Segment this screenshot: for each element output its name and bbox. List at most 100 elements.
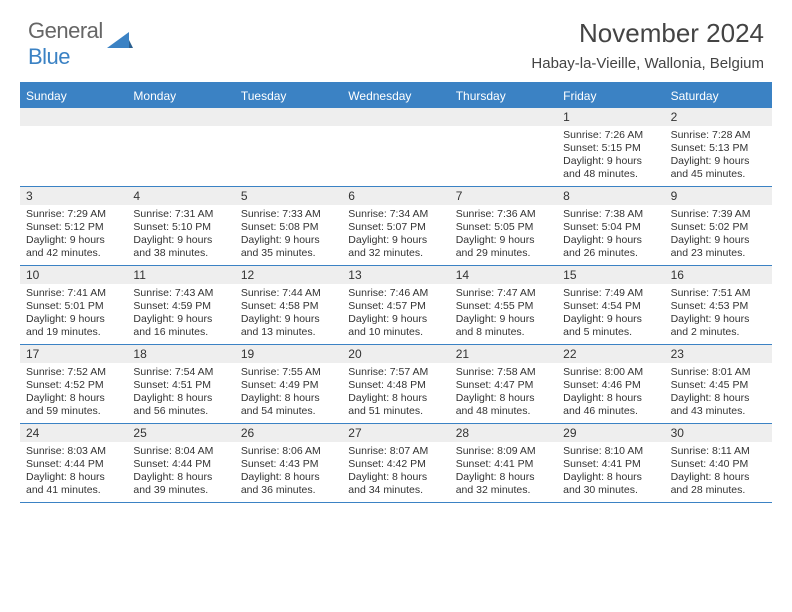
day-number: 11 bbox=[127, 266, 234, 284]
location: Habay-la-Vieille, Wallonia, Belgium bbox=[531, 55, 764, 72]
day-detail: Sunrise: 7:31 AMSunset: 5:10 PMDaylight:… bbox=[127, 205, 234, 265]
day-cell: 18Sunrise: 7:54 AMSunset: 4:51 PMDayligh… bbox=[127, 345, 234, 423]
day-detail: Sunrise: 8:00 AMSunset: 4:46 PMDaylight:… bbox=[557, 363, 664, 423]
weekday-header-cell: Saturday bbox=[665, 84, 772, 108]
day-cell: 3Sunrise: 7:29 AMSunset: 5:12 PMDaylight… bbox=[20, 187, 127, 265]
day-number: 17 bbox=[20, 345, 127, 363]
weekday-header-row: SundayMondayTuesdayWednesdayThursdayFrid… bbox=[20, 84, 772, 108]
day-cell: 28Sunrise: 8:09 AMSunset: 4:41 PMDayligh… bbox=[450, 424, 557, 502]
day-detail: Sunrise: 8:01 AMSunset: 4:45 PMDaylight:… bbox=[665, 363, 772, 423]
week-row: 17Sunrise: 7:52 AMSunset: 4:52 PMDayligh… bbox=[20, 345, 772, 424]
day-number: 24 bbox=[20, 424, 127, 442]
day-detail: Sunrise: 7:29 AMSunset: 5:12 PMDaylight:… bbox=[20, 205, 127, 265]
weekday-header-cell: Friday bbox=[557, 84, 664, 108]
day-cell bbox=[127, 108, 234, 186]
logo-text-blue: Blue bbox=[28, 44, 70, 69]
day-number: 19 bbox=[235, 345, 342, 363]
day-detail: Sunrise: 8:03 AMSunset: 4:44 PMDaylight:… bbox=[20, 442, 127, 502]
day-number: 22 bbox=[557, 345, 664, 363]
title-block: November 2024 Habay-la-Vieille, Wallonia… bbox=[531, 18, 764, 72]
empty-day-number bbox=[127, 108, 234, 126]
day-cell: 12Sunrise: 7:44 AMSunset: 4:58 PMDayligh… bbox=[235, 266, 342, 344]
day-cell: 2Sunrise: 7:28 AMSunset: 5:13 PMDaylight… bbox=[665, 108, 772, 186]
day-detail: Sunrise: 8:09 AMSunset: 4:41 PMDaylight:… bbox=[450, 442, 557, 502]
day-number: 9 bbox=[665, 187, 772, 205]
day-cell: 26Sunrise: 8:06 AMSunset: 4:43 PMDayligh… bbox=[235, 424, 342, 502]
day-number: 25 bbox=[127, 424, 234, 442]
day-detail: Sunrise: 8:04 AMSunset: 4:44 PMDaylight:… bbox=[127, 442, 234, 502]
day-detail: Sunrise: 7:28 AMSunset: 5:13 PMDaylight:… bbox=[665, 126, 772, 186]
day-cell: 15Sunrise: 7:49 AMSunset: 4:54 PMDayligh… bbox=[557, 266, 664, 344]
day-number: 16 bbox=[665, 266, 772, 284]
day-detail: Sunrise: 7:34 AMSunset: 5:07 PMDaylight:… bbox=[342, 205, 449, 265]
day-detail: Sunrise: 7:44 AMSunset: 4:58 PMDaylight:… bbox=[235, 284, 342, 344]
weekday-header-cell: Wednesday bbox=[342, 84, 449, 108]
empty-day-number bbox=[20, 108, 127, 126]
day-cell: 11Sunrise: 7:43 AMSunset: 4:59 PMDayligh… bbox=[127, 266, 234, 344]
day-detail: Sunrise: 7:26 AMSunset: 5:15 PMDaylight:… bbox=[557, 126, 664, 186]
day-cell: 16Sunrise: 7:51 AMSunset: 4:53 PMDayligh… bbox=[665, 266, 772, 344]
day-detail: Sunrise: 7:52 AMSunset: 4:52 PMDaylight:… bbox=[20, 363, 127, 423]
day-cell: 23Sunrise: 8:01 AMSunset: 4:45 PMDayligh… bbox=[665, 345, 772, 423]
day-cell bbox=[20, 108, 127, 186]
day-cell bbox=[342, 108, 449, 186]
weekday-header-cell: Thursday bbox=[450, 84, 557, 108]
day-number: 26 bbox=[235, 424, 342, 442]
day-number: 13 bbox=[342, 266, 449, 284]
day-detail: Sunrise: 7:47 AMSunset: 4:55 PMDaylight:… bbox=[450, 284, 557, 344]
day-cell: 29Sunrise: 8:10 AMSunset: 4:41 PMDayligh… bbox=[557, 424, 664, 502]
day-cell: 7Sunrise: 7:36 AMSunset: 5:05 PMDaylight… bbox=[450, 187, 557, 265]
day-detail: Sunrise: 7:41 AMSunset: 5:01 PMDaylight:… bbox=[20, 284, 127, 344]
logo: General Blue bbox=[28, 18, 133, 70]
day-cell: 27Sunrise: 8:07 AMSunset: 4:42 PMDayligh… bbox=[342, 424, 449, 502]
empty-day-number bbox=[342, 108, 449, 126]
day-cell: 14Sunrise: 7:47 AMSunset: 4:55 PMDayligh… bbox=[450, 266, 557, 344]
header: General Blue November 2024 Habay-la-Viei… bbox=[0, 0, 792, 72]
day-number: 8 bbox=[557, 187, 664, 205]
day-cell: 17Sunrise: 7:52 AMSunset: 4:52 PMDayligh… bbox=[20, 345, 127, 423]
day-detail: Sunrise: 8:11 AMSunset: 4:40 PMDaylight:… bbox=[665, 442, 772, 502]
day-detail: Sunrise: 7:55 AMSunset: 4:49 PMDaylight:… bbox=[235, 363, 342, 423]
day-cell: 8Sunrise: 7:38 AMSunset: 5:04 PMDaylight… bbox=[557, 187, 664, 265]
day-number: 28 bbox=[450, 424, 557, 442]
day-cell: 9Sunrise: 7:39 AMSunset: 5:02 PMDaylight… bbox=[665, 187, 772, 265]
day-detail: Sunrise: 7:36 AMSunset: 5:05 PMDaylight:… bbox=[450, 205, 557, 265]
day-number: 20 bbox=[342, 345, 449, 363]
day-number: 4 bbox=[127, 187, 234, 205]
week-row: 24Sunrise: 8:03 AMSunset: 4:44 PMDayligh… bbox=[20, 424, 772, 503]
day-cell: 10Sunrise: 7:41 AMSunset: 5:01 PMDayligh… bbox=[20, 266, 127, 344]
day-detail: Sunrise: 7:39 AMSunset: 5:02 PMDaylight:… bbox=[665, 205, 772, 265]
day-detail: Sunrise: 7:38 AMSunset: 5:04 PMDaylight:… bbox=[557, 205, 664, 265]
empty-day-number bbox=[235, 108, 342, 126]
calendar: SundayMondayTuesdayWednesdayThursdayFrid… bbox=[20, 82, 772, 503]
day-cell: 5Sunrise: 7:33 AMSunset: 5:08 PMDaylight… bbox=[235, 187, 342, 265]
day-detail: Sunrise: 7:43 AMSunset: 4:59 PMDaylight:… bbox=[127, 284, 234, 344]
day-cell: 13Sunrise: 7:46 AMSunset: 4:57 PMDayligh… bbox=[342, 266, 449, 344]
weekday-header-cell: Monday bbox=[127, 84, 234, 108]
day-cell: 21Sunrise: 7:58 AMSunset: 4:47 PMDayligh… bbox=[450, 345, 557, 423]
day-cell: 1Sunrise: 7:26 AMSunset: 5:15 PMDaylight… bbox=[557, 108, 664, 186]
day-detail: Sunrise: 7:49 AMSunset: 4:54 PMDaylight:… bbox=[557, 284, 664, 344]
day-detail: Sunrise: 7:46 AMSunset: 4:57 PMDaylight:… bbox=[342, 284, 449, 344]
logo-triangle-icon bbox=[107, 30, 133, 50]
day-detail: Sunrise: 7:58 AMSunset: 4:47 PMDaylight:… bbox=[450, 363, 557, 423]
weekday-header-cell: Tuesday bbox=[235, 84, 342, 108]
day-cell: 6Sunrise: 7:34 AMSunset: 5:07 PMDaylight… bbox=[342, 187, 449, 265]
day-detail: Sunrise: 8:06 AMSunset: 4:43 PMDaylight:… bbox=[235, 442, 342, 502]
day-number: 18 bbox=[127, 345, 234, 363]
day-number: 15 bbox=[557, 266, 664, 284]
day-number: 23 bbox=[665, 345, 772, 363]
day-detail: Sunrise: 7:57 AMSunset: 4:48 PMDaylight:… bbox=[342, 363, 449, 423]
day-detail: Sunrise: 7:33 AMSunset: 5:08 PMDaylight:… bbox=[235, 205, 342, 265]
day-cell: 20Sunrise: 7:57 AMSunset: 4:48 PMDayligh… bbox=[342, 345, 449, 423]
day-detail: Sunrise: 7:54 AMSunset: 4:51 PMDaylight:… bbox=[127, 363, 234, 423]
weekday-header-cell: Sunday bbox=[20, 84, 127, 108]
empty-day-number bbox=[450, 108, 557, 126]
day-cell: 25Sunrise: 8:04 AMSunset: 4:44 PMDayligh… bbox=[127, 424, 234, 502]
week-row: 3Sunrise: 7:29 AMSunset: 5:12 PMDaylight… bbox=[20, 187, 772, 266]
day-cell: 30Sunrise: 8:11 AMSunset: 4:40 PMDayligh… bbox=[665, 424, 772, 502]
day-number: 29 bbox=[557, 424, 664, 442]
day-number: 3 bbox=[20, 187, 127, 205]
day-cell bbox=[235, 108, 342, 186]
day-cell: 22Sunrise: 8:00 AMSunset: 4:46 PMDayligh… bbox=[557, 345, 664, 423]
